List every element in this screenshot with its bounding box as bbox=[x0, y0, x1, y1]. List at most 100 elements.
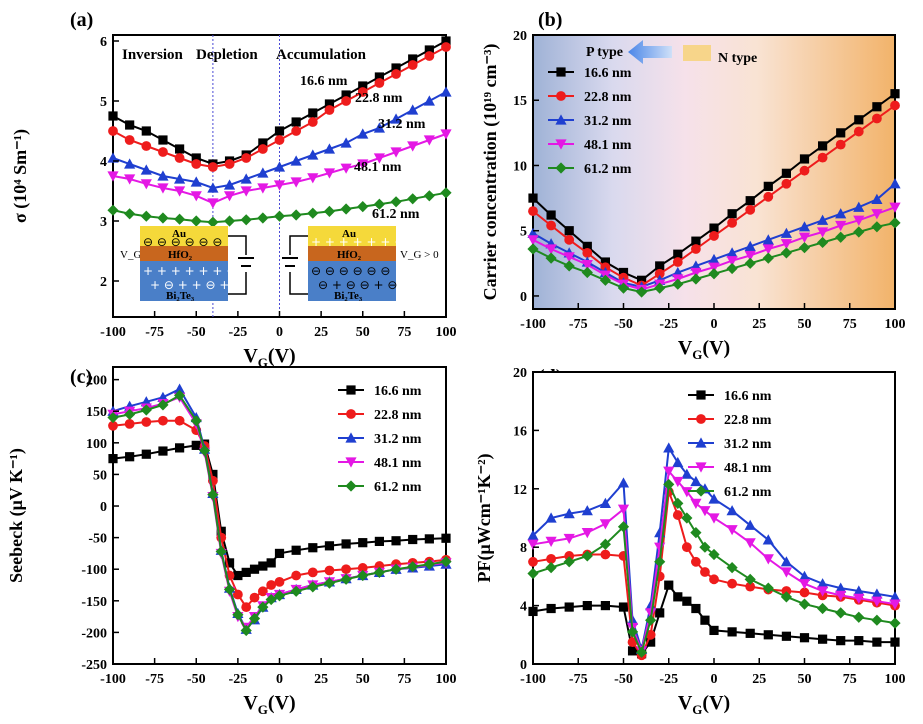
x-tick-label-b-8: 100 bbox=[885, 317, 906, 332]
data-point-d-0-3 bbox=[582, 601, 592, 611]
data-point-a-3-4 bbox=[174, 186, 186, 197]
data-point-c-0-21 bbox=[374, 536, 384, 547]
panel-c-legend: 16.6 nm 22.8 nm 31.2 nm 48.1 nm 61.2 nm bbox=[338, 384, 422, 495]
legend-marker-d-1 bbox=[696, 414, 706, 424]
data-point-a-1-4 bbox=[174, 153, 185, 163]
x-tick-label-b-4: 0 bbox=[711, 317, 718, 332]
x-tick-label-b-7: 75 bbox=[843, 317, 857, 332]
y-tick-label-c-5: 0 bbox=[100, 500, 107, 515]
data-point-b-2-17 bbox=[835, 208, 847, 219]
data-point-a-1-18 bbox=[407, 60, 418, 70]
data-point-a-2-15 bbox=[357, 128, 369, 139]
data-point-a-0-16 bbox=[374, 72, 384, 82]
legend-marker-b-4 bbox=[555, 162, 567, 174]
data-point-c-1-0 bbox=[108, 420, 118, 431]
data-point-a-2-7 bbox=[223, 179, 236, 190]
data-point-b-4-3 bbox=[581, 266, 593, 279]
data-point-d-2-5 bbox=[617, 477, 630, 488]
data-point-d-3-3 bbox=[581, 528, 593, 539]
data-point-c-1-2 bbox=[141, 417, 152, 427]
data-point-c-4-10 bbox=[232, 609, 244, 621]
data-point-d-0-17 bbox=[745, 628, 755, 638]
region-depletion-label: Depletion bbox=[196, 47, 258, 63]
data-point-b-0-2 bbox=[564, 226, 574, 236]
data-point-b-4-9 bbox=[690, 273, 702, 285]
n-type-label: N type bbox=[718, 51, 757, 66]
data-point-a-2-17 bbox=[390, 113, 402, 124]
data-point-a-4-11 bbox=[290, 209, 302, 221]
inset-left-au-layer bbox=[140, 226, 228, 246]
data-point-a-0-10 bbox=[274, 126, 285, 136]
data-point-d-2-15 bbox=[708, 493, 720, 504]
data-point-b-1-17 bbox=[835, 139, 846, 150]
data-point-d-0-9 bbox=[655, 608, 665, 618]
data-point-a-3-3 bbox=[157, 183, 169, 194]
data-point-a-4-13 bbox=[323, 205, 336, 217]
data-point-d-3-15 bbox=[708, 513, 720, 524]
x-tick-label-c-2: -50 bbox=[187, 672, 206, 687]
y-tick-label-c-7: 100 bbox=[86, 437, 107, 452]
panel-d: (d) -100-75-50-250255075100048121620VG(V… bbox=[474, 366, 906, 717]
data-point-d-0-19 bbox=[781, 631, 791, 641]
panel-d-axes: -100 -75 -50 -25 0 25 50 75 100 0 4 8 12 16 20 VG(V) PF(… bbox=[474, 366, 906, 717]
data-point-a-4-3 bbox=[157, 212, 169, 224]
data-point-b-4-18 bbox=[853, 226, 865, 238]
data-point-a-3-19 bbox=[423, 135, 435, 146]
data-point-b-3-12 bbox=[744, 250, 756, 262]
data-point-d-0-24 bbox=[872, 637, 882, 647]
data-point-c-2-4 bbox=[174, 383, 186, 394]
data-point-c-0-9 bbox=[224, 558, 235, 568]
data-point-b-2-11 bbox=[726, 247, 738, 258]
data-point-a-1-20 bbox=[441, 42, 451, 52]
data-point-a-3-10 bbox=[273, 180, 286, 191]
inset-left-bi2te3-layer bbox=[140, 261, 228, 301]
panel-c-axes: -100 -75 -50 -25 0 25 50 75 100-250-200-150-100-… bbox=[6, 374, 457, 717]
y-tick-label-d-2: 8 bbox=[520, 541, 527, 556]
data-point-b-1-3 bbox=[582, 247, 593, 258]
data-point-d-3-24 bbox=[871, 596, 883, 607]
data-point-d-1-14 bbox=[700, 567, 710, 577]
panel-c-plot-area bbox=[112, 366, 447, 665]
data-point-a-3-12 bbox=[307, 173, 319, 184]
data-point-c-0-11 bbox=[241, 567, 251, 577]
data-point-b-4-7 bbox=[654, 282, 666, 294]
data-point-d-3-0 bbox=[527, 539, 539, 550]
data-point-a-1-11 bbox=[291, 126, 302, 136]
device-schematic-inset: V_G < 0 Au HfO₂ Bi₂Te₃ ⊖ ⊖ ⊖ ⊖ ⊖ ⊖ + + +… bbox=[120, 226, 439, 302]
data-point-b-0-4 bbox=[600, 257, 610, 267]
x-tick-label-a-6: 50 bbox=[356, 325, 370, 340]
data-point-a-2-4 bbox=[174, 173, 186, 184]
data-point-d-0-13 bbox=[691, 603, 701, 614]
data-point-b-1-10 bbox=[709, 231, 719, 241]
data-point-b-0-16 bbox=[818, 141, 828, 151]
data-point-b-3-17 bbox=[835, 220, 847, 232]
data-point-a-3-5 bbox=[190, 191, 202, 202]
data-point-a-2-11 bbox=[290, 155, 302, 166]
data-point-b-4-14 bbox=[780, 247, 792, 259]
data-point-a-0-12 bbox=[308, 108, 318, 118]
data-point-a-4-8 bbox=[240, 214, 252, 226]
data-point-a-2-10 bbox=[273, 161, 286, 172]
data-point-b-2-19 bbox=[871, 193, 883, 204]
legend-label-c-3: 48.1 nm bbox=[374, 456, 422, 471]
data-point-a-4-10 bbox=[273, 210, 286, 222]
data-point-d-1-2 bbox=[564, 551, 575, 561]
data-point-b-1-15 bbox=[799, 165, 810, 176]
data-point-a-4-7 bbox=[223, 215, 236, 227]
x-tick-label-d-7: 75 bbox=[843, 672, 857, 687]
data-point-c-0-7 bbox=[208, 469, 218, 480]
data-point-d-2-3 bbox=[581, 505, 593, 516]
data-point-d-4-1 bbox=[545, 562, 557, 574]
y-tick-label-c-4: -50 bbox=[88, 532, 107, 547]
data-point-d-4-12 bbox=[681, 512, 693, 524]
data-point-b-2-13 bbox=[762, 234, 774, 245]
y-tick-label-d-1: 4 bbox=[520, 600, 527, 615]
panel-b-axes: -100 -75 -50 -25 0 25 50 75 100 0 5 10 15 20 VG(V) Carr… bbox=[480, 29, 906, 362]
data-point-a-4-0 bbox=[107, 204, 119, 216]
legend-marker-c-1 bbox=[346, 409, 356, 419]
legend-label-b-4: 61.2 nm bbox=[584, 162, 632, 177]
data-point-c-4-12 bbox=[248, 612, 261, 625]
data-point-c-4-25 bbox=[440, 556, 452, 568]
data-point-c-0-15 bbox=[274, 548, 285, 559]
data-point-b-1-11 bbox=[727, 217, 737, 228]
